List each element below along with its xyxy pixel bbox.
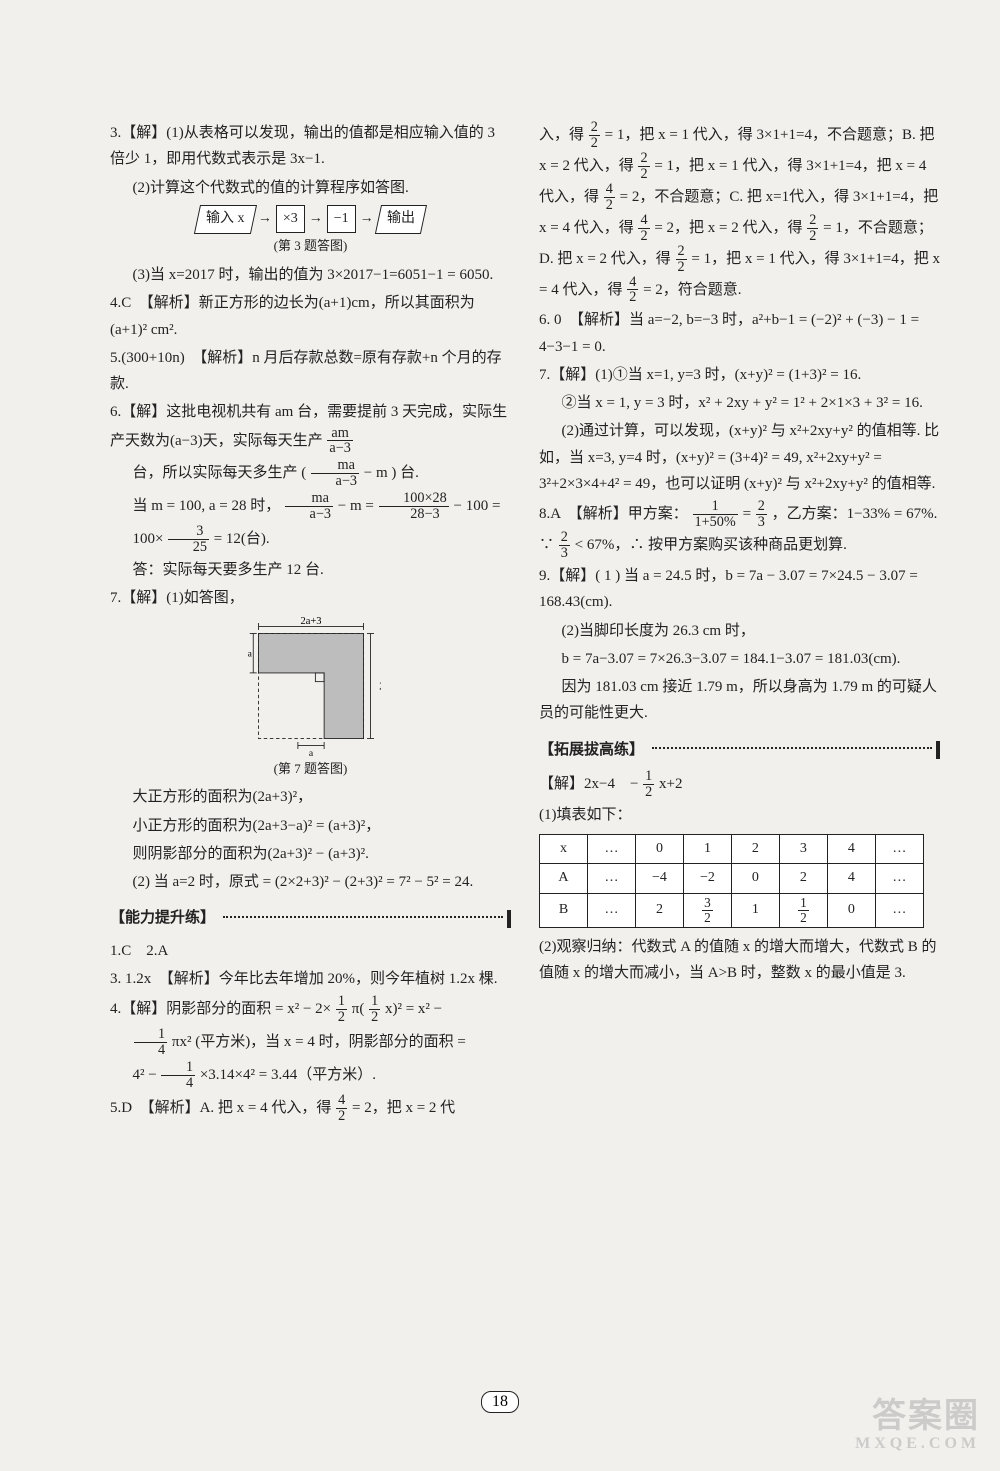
a4b: 14 πx² (平方米)，当 x = 4 时，阴影部分的面积 = [110,1027,511,1058]
r-q8: 8.A 【解析】甲方案： 11+50% = 23 ，乙方案：1−33% = 67… [539,499,940,561]
ext-l2: (2)观察归纳：代数式 A 的值随 x 的增大而增大，代数式 B 的值随 x 的… [539,934,940,987]
svg-text:2a+3: 2a+3 [379,681,381,692]
ext-head: 【解】2x−4 − 12 x+2 [539,769,940,800]
q7-diagram: 2a+3 2a+3 a a [241,616,381,756]
page-root: 3.【解】(1)从表格可以发现，输出的值都是相应输入值的 3 倍少 1，即用代数… [0,0,1000,1186]
ext-table: x… 01 23 4… A… −4−2 02 4… B… 2 32 1 12 0… [539,834,924,928]
flow-mul: ×3 [276,205,305,234]
left-column: 3.【解】(1)从表格可以发现，输出的值都是相应输入值的 3 倍少 1，即用代数… [110,120,511,1126]
a5: 5.D 【解析】A. 把 x = 4 代入，得 42 = 2，把 x = 2 代 [110,1093,511,1124]
section-label: 【能力提升练】 [110,905,215,931]
r-q6: 6. 0 【解析】当 a=−2, b=−3 时，a²+b−1 = (−2)² +… [539,307,940,360]
frac: 325 [168,524,209,555]
r-q7-l3: (2)通过计算，可以发现，(x+y)² 与 x²+2xy+y² 的值相等. 比如… [539,418,940,497]
q7-l4: 则阴影部分的面积为(2a+3)² − (a+3)². [110,841,511,867]
frac: ama−3 [327,426,353,457]
q3-line2: (2)计算这个代数式的值的计算程序如答图. [110,175,511,201]
svg-text:a: a [247,648,252,659]
q3-line1: 3.【解】(1)从表格可以发现，输出的值都是相应输入值的 3 倍少 1，即用代数… [110,120,511,173]
section-label: 【拓展拔高练】 [539,737,644,763]
r-q7-l2: ②当 x = 1, y = 3 时，x² + 2xy + y² = 1² + 2… [539,390,940,416]
frac: 100×2828−3 [379,491,449,522]
dot-leader [223,916,503,918]
q7-l5: (2) 当 a=2 时，原式 = (2×2+3)² − (2+3)² = 7² … [110,869,511,895]
watermark: 答案圈 MXQE.COM [855,1398,980,1453]
q7-l1: 7.【解】(1)如答图， [110,585,511,611]
a3: 3. 1.2x 【解析】今年比去年增加 20%，则今年植树 1.2x 棵. [110,966,511,992]
svg-text:2a+3: 2a+3 [300,616,321,627]
q3-flowchart: 输入 x → ×3 → −1 → 输出 [110,205,511,234]
r-q9-l3: b = 7a−3.07 = 7×26.3−3.07 = 184.1−3.07 =… [539,646,940,672]
q3-flow-caption: (第 3 题答图) [110,235,511,258]
section-extend: 【拓展拔高练】 [539,737,940,763]
q6-l2: 台，所以实际每天多生产 ( maa−3 − m ) 台. [110,458,511,489]
end-bar-icon [936,741,940,759]
r-cont5: 入，得 22 = 1，把 x = 1 代入，得 3×1+1=4，不合题意；B. … [539,120,940,305]
r-q9-l2: (2)当脚印长度为 26.3 cm 时， [539,618,940,644]
a4: 4.【解】阴影部分的面积 = x² − 2× 12 π( 12 x)² = x²… [110,994,511,1025]
arrow-icon: → [258,207,272,232]
table-row: x… 01 23 4… [540,834,924,864]
dot-leader [652,747,932,749]
table-row: A… −4−2 02 4… [540,864,924,894]
q6-l1: 6.【解】这批电视机共有 am 台，需要提前 3 天完成，实际生产天数为(a−3… [110,399,511,456]
a4c: 4² − 14 ×3.14×4² = 3.44（平方米）. [110,1060,511,1091]
q6-l4: 当 m = 100, a = 28 时， maa−3 − m = 100×282… [110,491,511,522]
flow-input: 输入 x [194,205,257,234]
right-column: 入，得 22 = 1，把 x = 1 代入，得 3×1+1=4，不合题意；B. … [539,120,940,1126]
ext-fill: (1)填表如下： [539,802,940,828]
q3-line3: (3)当 x=2017 时，输出的值为 3×2017−1=6051−1 = 60… [110,262,511,288]
q7-caption: (第 7 题答图) [110,758,511,781]
flow-output: 输出 [375,205,427,234]
flow-sub: −1 [327,205,356,234]
q6-l5: 100× 325 = 12(台). [110,524,511,555]
q6-l6: 答：实际每天要多生产 12 台. [110,557,511,583]
r-q9-l1: 9.【解】( 1 ) 当 a = 24.5 时，b = 7a − 3.07 = … [539,563,940,616]
svg-text:a: a [308,748,313,756]
q7-l2: 大正方形的面积为(2a+3)²， [110,784,511,810]
frac: maa−3 [285,491,333,522]
r-q9-l4: 因为 181.03 cm 接近 1.79 m，所以身高为 1.79 m 的可疑人… [539,674,940,727]
end-bar-icon [507,910,511,928]
q7-l3: 小正方形的面积为(2a+3−a)² = (a+3)²， [110,813,511,839]
a1: 1.C 2.A [110,938,511,964]
table-row: B… 2 32 1 12 0… [540,893,924,927]
section-ability: 【能力提升练】 [110,905,511,931]
arrow-icon: → [309,207,323,232]
r-q7-l1: 7.【解】(1)①当 x=1, y=3 时，(x+y)² = (1+3)² = … [539,362,940,388]
q4: 4.C 【解析】新正方形的边长为(a+1)cm，所以其面积为(a+1)² cm²… [110,290,511,343]
page-number: 18 [0,1391,1000,1413]
q5: 5.(300+10n) 【解析】n 月后存款总数=原有存款+n 个月的存款. [110,345,511,398]
frac: maa−3 [311,458,359,489]
arrow-icon: → [360,207,374,232]
